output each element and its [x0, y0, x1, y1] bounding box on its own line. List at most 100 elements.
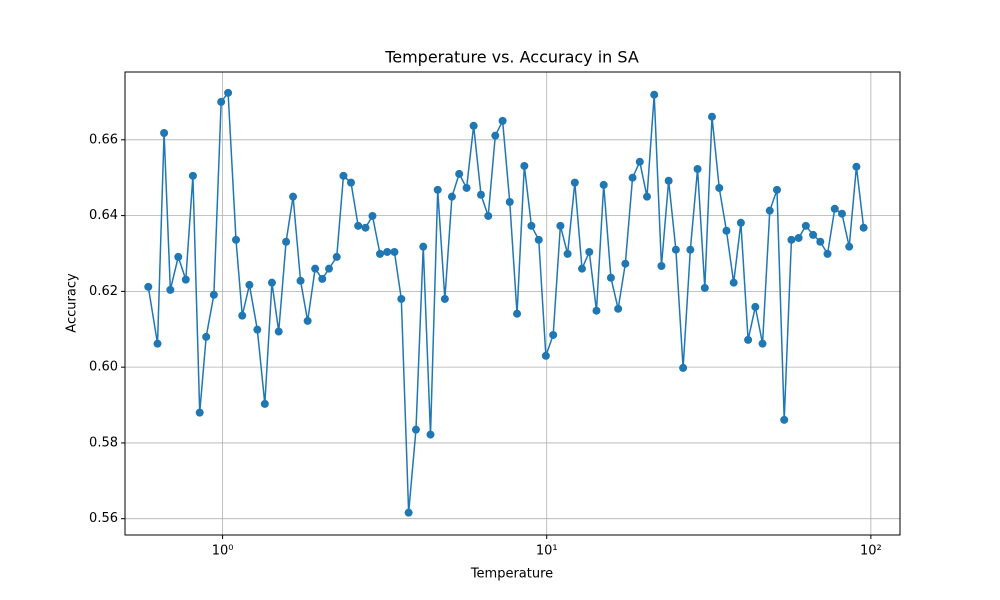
data-point	[404, 508, 413, 517]
data-point	[209, 290, 218, 299]
data-point	[787, 235, 796, 244]
x-axis-label: Temperature	[470, 567, 553, 582]
data-point	[411, 425, 420, 434]
y-tick-label: 0.66	[89, 132, 118, 147]
data-point	[837, 209, 846, 218]
data-point	[513, 309, 522, 318]
data-point	[671, 245, 680, 254]
data-point	[188, 171, 197, 180]
data-point	[376, 249, 385, 258]
data-point	[419, 242, 428, 251]
data-point	[686, 245, 695, 254]
data-point	[318, 274, 327, 283]
data-point	[628, 173, 637, 182]
data-point	[253, 325, 262, 334]
data-point	[484, 211, 493, 220]
data-point	[736, 218, 745, 227]
data-point	[311, 264, 320, 273]
data-point	[238, 311, 247, 320]
data-point	[606, 273, 615, 282]
data-point	[260, 399, 269, 408]
data-point	[339, 171, 348, 180]
data-point	[325, 264, 334, 273]
data-point	[174, 252, 183, 261]
data-point	[621, 259, 630, 268]
data-point	[296, 276, 305, 285]
data-point	[845, 242, 854, 251]
data-point	[520, 161, 529, 170]
data-point	[830, 204, 839, 213]
data-point	[347, 178, 356, 187]
chart-title: Temperature vs. Accuracy in SA	[384, 48, 639, 67]
y-tick-label: 0.62	[89, 284, 118, 299]
y-axis-label: Accuracy	[65, 273, 80, 333]
data-point	[462, 183, 471, 192]
data-point	[498, 116, 507, 125]
y-tick-label: 0.60	[89, 360, 118, 375]
data-point	[707, 112, 716, 121]
data-point	[549, 330, 558, 339]
data-point	[693, 164, 702, 173]
x-tick-label: 10¹	[536, 544, 558, 559]
data-point	[592, 306, 601, 315]
data-point	[332, 252, 341, 261]
series-line	[147, 90, 865, 513]
data-point	[527, 221, 536, 230]
data-point	[166, 285, 175, 294]
data-point	[534, 235, 543, 244]
data-point	[383, 247, 392, 256]
data-point	[599, 180, 608, 189]
data-point	[809, 230, 818, 239]
data-point	[455, 169, 464, 178]
data-point	[563, 249, 572, 258]
x-tick-label: 10²	[860, 544, 882, 559]
data-point	[614, 304, 623, 313]
data-point	[426, 430, 435, 439]
data-point	[440, 294, 449, 303]
data-point	[289, 192, 298, 201]
data-point	[245, 280, 254, 289]
data-point	[758, 339, 767, 348]
data-point	[751, 302, 760, 311]
data-point	[217, 97, 226, 106]
data-point	[181, 275, 190, 284]
data-point	[823, 249, 832, 258]
data-point	[578, 264, 587, 273]
y-tick-label: 0.58	[89, 435, 118, 450]
data-point	[780, 415, 789, 424]
data-point	[657, 261, 666, 270]
data-point	[267, 278, 276, 287]
y-tick-label: 0.56	[89, 511, 118, 526]
data-point	[794, 233, 803, 242]
data-point	[160, 129, 169, 138]
data-point	[505, 197, 514, 206]
data-point	[664, 176, 673, 185]
data-point	[556, 221, 565, 230]
data-point	[354, 221, 363, 230]
data-point	[231, 235, 240, 244]
data-point	[361, 223, 370, 232]
data-point	[729, 278, 738, 287]
data-point	[801, 221, 810, 230]
data-point	[715, 183, 724, 192]
data-point	[585, 247, 594, 256]
data-point	[635, 157, 644, 166]
data-point	[397, 294, 406, 303]
data-point	[153, 339, 162, 348]
data-point	[852, 162, 861, 171]
data-point	[643, 192, 652, 201]
y-tick-label: 0.64	[89, 208, 118, 223]
data-point	[722, 226, 731, 235]
data-point	[859, 223, 868, 232]
data-point	[772, 185, 781, 194]
data-point	[433, 185, 442, 194]
data-point	[700, 283, 709, 292]
data-point	[274, 327, 283, 336]
data-point	[570, 178, 579, 187]
data-point	[541, 351, 550, 360]
data-point	[469, 121, 478, 130]
data-point	[816, 237, 825, 246]
data-point	[650, 90, 659, 99]
